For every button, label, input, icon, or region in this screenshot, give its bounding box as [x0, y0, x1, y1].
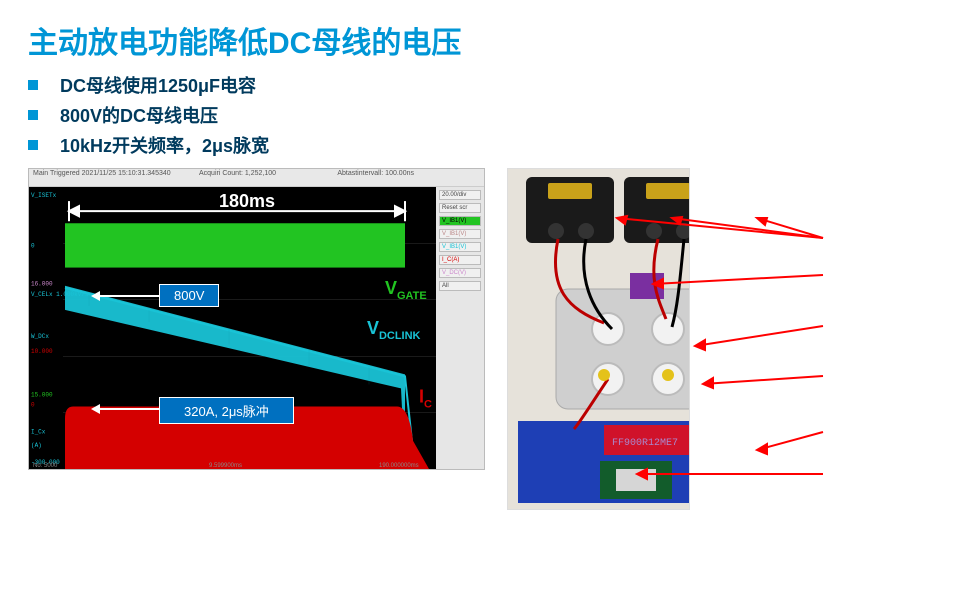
scope-status-center: Acquiri Count: 1,252,100 — [199, 170, 276, 177]
list-item: 800V的DC母线电压 — [28, 102, 947, 128]
bullet-text: 800V的DC母线电压 — [60, 102, 218, 128]
svg-text:I_Cx: I_Cx — [31, 429, 46, 436]
bullet-icon — [28, 110, 38, 120]
svg-text:0: 0 — [31, 242, 35, 249]
svg-text:0: 0 — [31, 402, 35, 409]
svg-text:VDCLINK: VDCLINK — [367, 318, 421, 342]
scope-status-bar: Main Triggered 2021/11/25 15:10:31.34534… — [29, 169, 484, 187]
svg-text:9.599900ms: 9.599900ms — [209, 463, 242, 469]
scope-side-button: All — [439, 281, 481, 291]
svg-text:No: 5000: No: 5000 — [33, 463, 58, 469]
svg-text:15.000: 15.000 — [31, 391, 53, 398]
scope-plot-area: V_ISETx 0 16.000 V_CELx 1.000kV/s W_DCx … — [29, 187, 436, 469]
list-item: DC母线使用1250μF电容 — [28, 72, 947, 98]
bullet-list: DC母线使用1250μF电容 800V的DC母线电压 10kHz开关频率，2μs… — [28, 72, 947, 158]
slide-title: 主动放电功能降低DC母线的电压 — [28, 18, 947, 62]
svg-text:V_ISETx: V_ISETx — [31, 192, 57, 199]
bullet-icon — [28, 80, 38, 90]
callout-800v: 800V — [159, 284, 219, 307]
hardware-photo: FF900R12ME7 — [507, 168, 690, 510]
time-span-label: 180ms — [219, 191, 275, 211]
scope-side-button: V_IB1(V) — [439, 242, 481, 252]
trace-vgate — [65, 223, 405, 267]
svg-text:VGATE: VGATE — [385, 278, 427, 302]
scope-side-button: V_IB1(V) — [439, 229, 481, 239]
scope-side-button: Reset scr — [439, 203, 481, 213]
svg-text:IC: IC — [419, 386, 432, 410]
bullet-text: 10kHz开关频率，2μs脉宽 — [60, 132, 269, 158]
bullet-text: DC母线使用1250μF电容 — [60, 72, 256, 98]
oscilloscope-screenshot: Main Triggered 2021/11/25 15:10:31.34534… — [28, 168, 485, 470]
scope-side-button: 20.00/div — [439, 190, 481, 200]
svg-text:FF900R12ME7: FF900R12ME7 — [612, 438, 678, 449]
scope-side-button: V_DC(V) — [439, 268, 481, 278]
bullet-icon — [28, 140, 38, 150]
svg-text:W_DCx: W_DCx — [31, 333, 49, 340]
scope-sidebar: 20.00/div Reset scr V_IB1(V) V_IB1(V) V_… — [435, 187, 484, 469]
svg-text:190.000000ms: 190.000000ms — [379, 463, 419, 469]
svg-text:16.000: 16.000 — [31, 281, 53, 288]
scope-status-left: Main Triggered 2021/11/25 15:10:31.34534… — [33, 170, 171, 177]
scope-side-button: I_C(A) — [439, 255, 481, 265]
scope-side-button: V_IB1(V) — [439, 216, 481, 226]
scope-status-right: Abtastintervall: 100.00ns — [337, 170, 414, 177]
svg-text:(A): (A) — [31, 442, 42, 449]
svg-text:10.000: 10.000 — [31, 348, 53, 355]
callout-pulse: 320A, 2μs脉冲 — [159, 397, 294, 424]
list-item: 10kHz开关频率，2μs脉宽 — [28, 132, 947, 158]
